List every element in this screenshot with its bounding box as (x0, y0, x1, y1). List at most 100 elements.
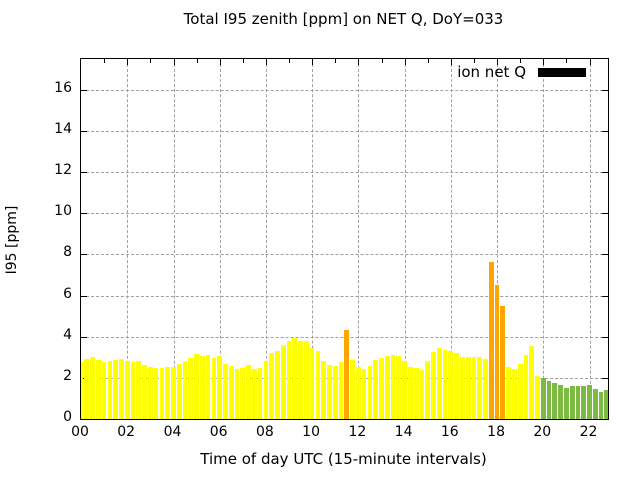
y-tick-label: 2 (63, 367, 72, 384)
y-tick-left (81, 295, 87, 297)
bar-08:30 (275, 351, 280, 419)
bar-18:30 (506, 366, 511, 419)
x-tick-top (497, 59, 499, 65)
x-tick-top (335, 59, 337, 63)
bar-07:00 (240, 367, 246, 419)
bar-10:30 (321, 361, 327, 419)
x-gridline (450, 59, 452, 419)
x-tick-label: 00 (71, 424, 89, 440)
bar-20:15 (546, 380, 552, 419)
y-tick-label: 16 (54, 79, 72, 96)
x-tick-top (196, 59, 198, 63)
x-tick-top (150, 59, 152, 63)
x-tick-label: 08 (255, 424, 274, 440)
x-tick-label: 22 (579, 424, 598, 440)
bar-14:00 (402, 361, 407, 419)
y-tick-left (81, 89, 87, 91)
x-tick-label: 16 (440, 424, 459, 440)
bar-22:30 (598, 392, 604, 419)
bar-12:15 (361, 368, 367, 419)
bar-12:00 (356, 366, 361, 419)
x-tick-top (404, 59, 406, 65)
x-tick-top (219, 59, 221, 65)
bar-16:15 (454, 353, 459, 419)
bar-01:45 (119, 359, 124, 419)
y-tick-label: 0 (63, 409, 72, 425)
bar-01:30 (113, 360, 119, 419)
y-gridline (81, 89, 608, 91)
bar-08:15 (269, 353, 275, 419)
x-tick-label: 10 (302, 424, 320, 440)
bar-15:00 (425, 361, 431, 419)
bar-05:45 (211, 358, 217, 419)
x-gridline (543, 59, 545, 419)
bar-00:30 (90, 357, 95, 419)
bar-16:45 (465, 357, 471, 419)
bar-07:30 (252, 368, 257, 419)
x-tick-top (289, 59, 290, 63)
x-tick-top (589, 59, 591, 65)
x-axis-label: Time of day UTC (15-minute intervals) (200, 450, 487, 468)
y-tick-label: 8 (63, 244, 72, 261)
y-tick-left (81, 377, 87, 379)
bar-11:15 (338, 362, 344, 419)
y-gridline (81, 131, 608, 132)
x-tick-label: 06 (209, 424, 228, 440)
bar-19:15 (523, 355, 529, 419)
bar-20:30 (552, 383, 558, 419)
y-tick-left (81, 131, 87, 132)
x-tick-top (265, 59, 267, 65)
bar-08:00 (263, 361, 269, 419)
bar-21:00 (564, 388, 569, 419)
bar-19:30 (529, 346, 535, 419)
y-gridline (81, 213, 608, 215)
y-tick-left (81, 254, 87, 256)
bar-02:30 (136, 361, 142, 419)
bar-07:15 (246, 364, 251, 419)
y-gridline (81, 295, 608, 297)
bar-09:45 (304, 340, 309, 419)
bar-02:00 (124, 361, 130, 419)
y-tick-label: 10 (54, 203, 72, 220)
bar-09:00 (286, 340, 292, 419)
x-gridline (358, 59, 360, 419)
bar-19:00 (517, 363, 523, 419)
x-tick-label: 20 (533, 424, 552, 440)
bar-13:30 (390, 355, 396, 419)
bar-04:15 (176, 363, 182, 419)
bar-04:30 (182, 361, 188, 419)
x-tick-top (473, 59, 475, 63)
x-tick-top (358, 59, 360, 65)
bar-17:30 (483, 359, 488, 419)
x-tick-top (543, 59, 545, 65)
bar-11:00 (332, 365, 338, 419)
y-tick-left (81, 172, 87, 174)
x-tick-top (520, 59, 522, 63)
bar-02:45 (142, 364, 147, 419)
bar-21:45 (581, 386, 587, 419)
legend-label: ion net Q (457, 63, 526, 81)
bar-18:00 (494, 285, 500, 419)
bar-13:15 (384, 356, 390, 419)
legend-swatch (538, 67, 586, 77)
bar-14:15 (408, 366, 413, 419)
bar-15:30 (436, 348, 442, 419)
y-tick-right (602, 131, 608, 132)
bar-22:00 (587, 385, 592, 419)
bar-04:45 (188, 358, 194, 419)
bar-13:45 (396, 356, 402, 419)
x-gridline (265, 59, 267, 419)
legend: ion net Q (457, 63, 586, 81)
bar-15:15 (431, 352, 436, 419)
bar-21:30 (575, 386, 581, 419)
x-gridline (497, 59, 499, 419)
y-tick-right (602, 172, 608, 174)
x-tick-label: 12 (348, 424, 367, 440)
bar-02:15 (130, 362, 136, 419)
y-tick-left (81, 336, 87, 338)
bar-09:30 (298, 340, 303, 419)
x-tick-top (450, 59, 452, 65)
x-gridline (404, 59, 406, 419)
bar-04:00 (171, 366, 176, 419)
bar-06:30 (228, 365, 234, 419)
